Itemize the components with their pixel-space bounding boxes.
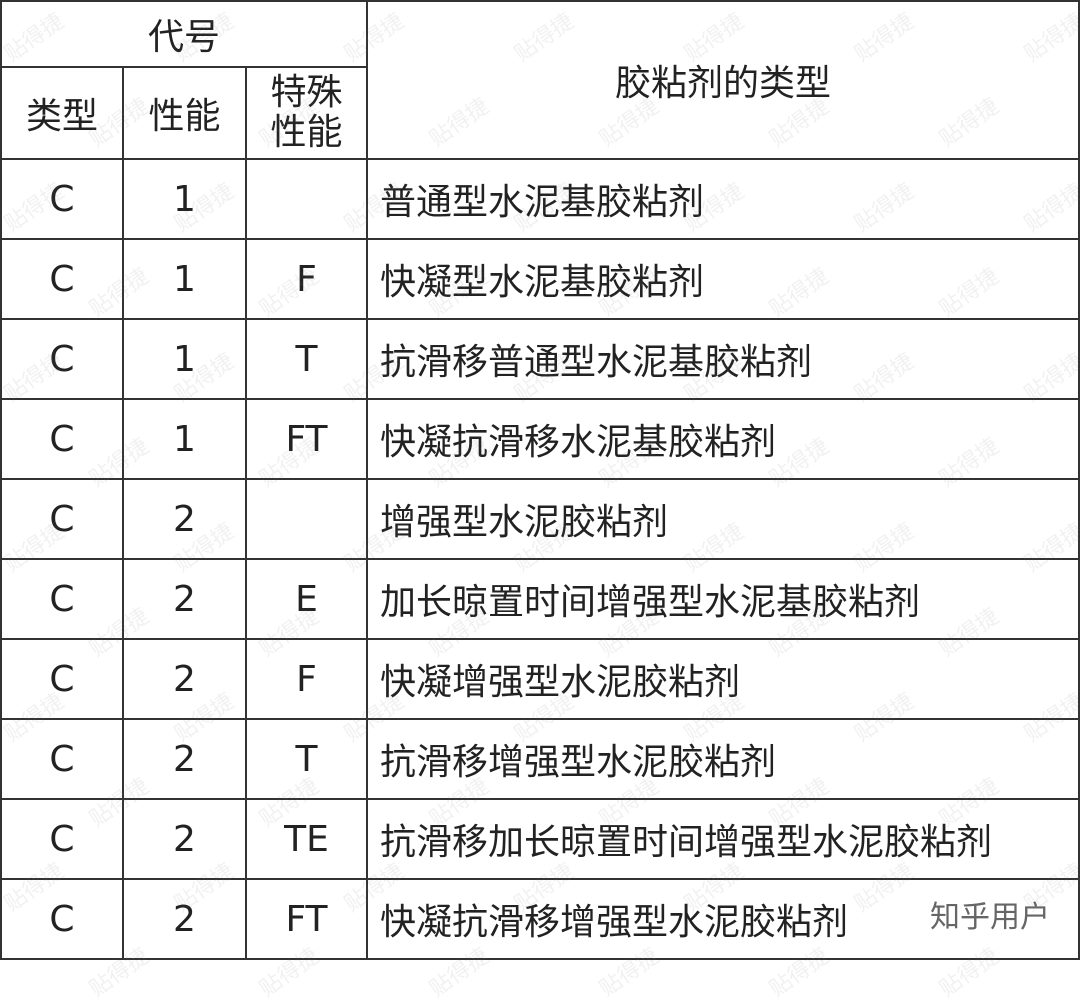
cell-description: 普通型水泥基胶粘剂 <box>366 158 1080 240</box>
cell-performance: 1 <box>122 318 247 400</box>
cell-special <box>245 158 368 240</box>
cell-performance: 2 <box>122 638 247 720</box>
cell-description: 快凝抗滑移增强型水泥胶粘剂 <box>366 878 1080 960</box>
table-row: C 2 增强型水泥胶粘剂 <box>0 478 1080 560</box>
cell-type: C <box>0 318 124 400</box>
cell-special: TE <box>245 798 368 880</box>
cell-type: C <box>0 718 124 800</box>
cell-performance: 2 <box>122 558 247 640</box>
table-row: C 1 FT 快凝抗滑移水泥基胶粘剂 <box>0 398 1080 480</box>
cell-special: F <box>245 638 368 720</box>
header-code: 代号 <box>0 0 368 68</box>
header-performance: 性能 <box>122 66 247 160</box>
cell-type: C <box>0 238 124 320</box>
cell-description: 抗滑移加长晾置时间增强型水泥胶粘剂 <box>366 798 1080 880</box>
cell-performance: 1 <box>122 238 247 320</box>
cell-description: 抗滑移普通型水泥基胶粘剂 <box>366 318 1080 400</box>
cell-special: T <box>245 718 368 800</box>
cell-description: 增强型水泥胶粘剂 <box>366 478 1080 560</box>
cell-description: 快凝抗滑移水泥基胶粘剂 <box>366 398 1080 480</box>
table-row: C 2 E 加长晾置时间增强型水泥基胶粘剂 <box>0 558 1080 640</box>
adhesive-type-table: 代号 胶粘剂的类型 类型 性能 特殊 性能 C 1 普通型水泥基胶粘剂 C 1 F 快凝型水… <box>0 0 1080 960</box>
credit-label: 知乎用户 <box>930 900 1050 935</box>
cell-special: T <box>245 318 368 400</box>
cell-description: 快凝增强型水泥胶粘剂 <box>366 638 1080 720</box>
cell-description: 快凝型水泥基胶粘剂 <box>366 238 1080 320</box>
table-row: C 1 F 快凝型水泥基胶粘剂 <box>0 238 1080 320</box>
cell-type: C <box>0 798 124 880</box>
cell-special: FT <box>245 878 368 960</box>
header-special: 特殊 性能 <box>245 66 368 160</box>
cell-performance: 1 <box>122 158 247 240</box>
table-row: C 2 TE 抗滑移加长晾置时间增强型水泥胶粘剂 <box>0 798 1080 880</box>
cell-type: C <box>0 478 124 560</box>
table-row: C 2 T 抗滑移增强型水泥胶粘剂 <box>0 718 1080 800</box>
cell-special: F <box>245 238 368 320</box>
cell-performance: 2 <box>122 478 247 560</box>
cell-performance: 2 <box>122 798 247 880</box>
table-row: C 1 T 抗滑移普通型水泥基胶粘剂 <box>0 318 1080 400</box>
cell-description: 抗滑移增强型水泥胶粘剂 <box>366 718 1080 800</box>
cell-special <box>245 478 368 560</box>
cell-special: FT <box>245 398 368 480</box>
header-type: 类型 <box>0 66 124 160</box>
cell-type: C <box>0 878 124 960</box>
cell-performance: 1 <box>122 398 247 480</box>
cell-type: C <box>0 638 124 720</box>
cell-performance: 2 <box>122 878 247 960</box>
table-row: C 1 普通型水泥基胶粘剂 <box>0 158 1080 240</box>
cell-performance: 2 <box>122 718 247 800</box>
cell-type: C <box>0 558 124 640</box>
cell-type: C <box>0 158 124 240</box>
cell-type: C <box>0 398 124 480</box>
cell-description: 加长晾置时间增强型水泥基胶粘剂 <box>366 558 1080 640</box>
header-adhesive-type: 胶粘剂的类型 <box>366 0 1080 160</box>
table-row: C 2 FT 快凝抗滑移增强型水泥胶粘剂 <box>0 878 1080 960</box>
cell-special: E <box>245 558 368 640</box>
table-row: C 2 F 快凝增强型水泥胶粘剂 <box>0 638 1080 720</box>
